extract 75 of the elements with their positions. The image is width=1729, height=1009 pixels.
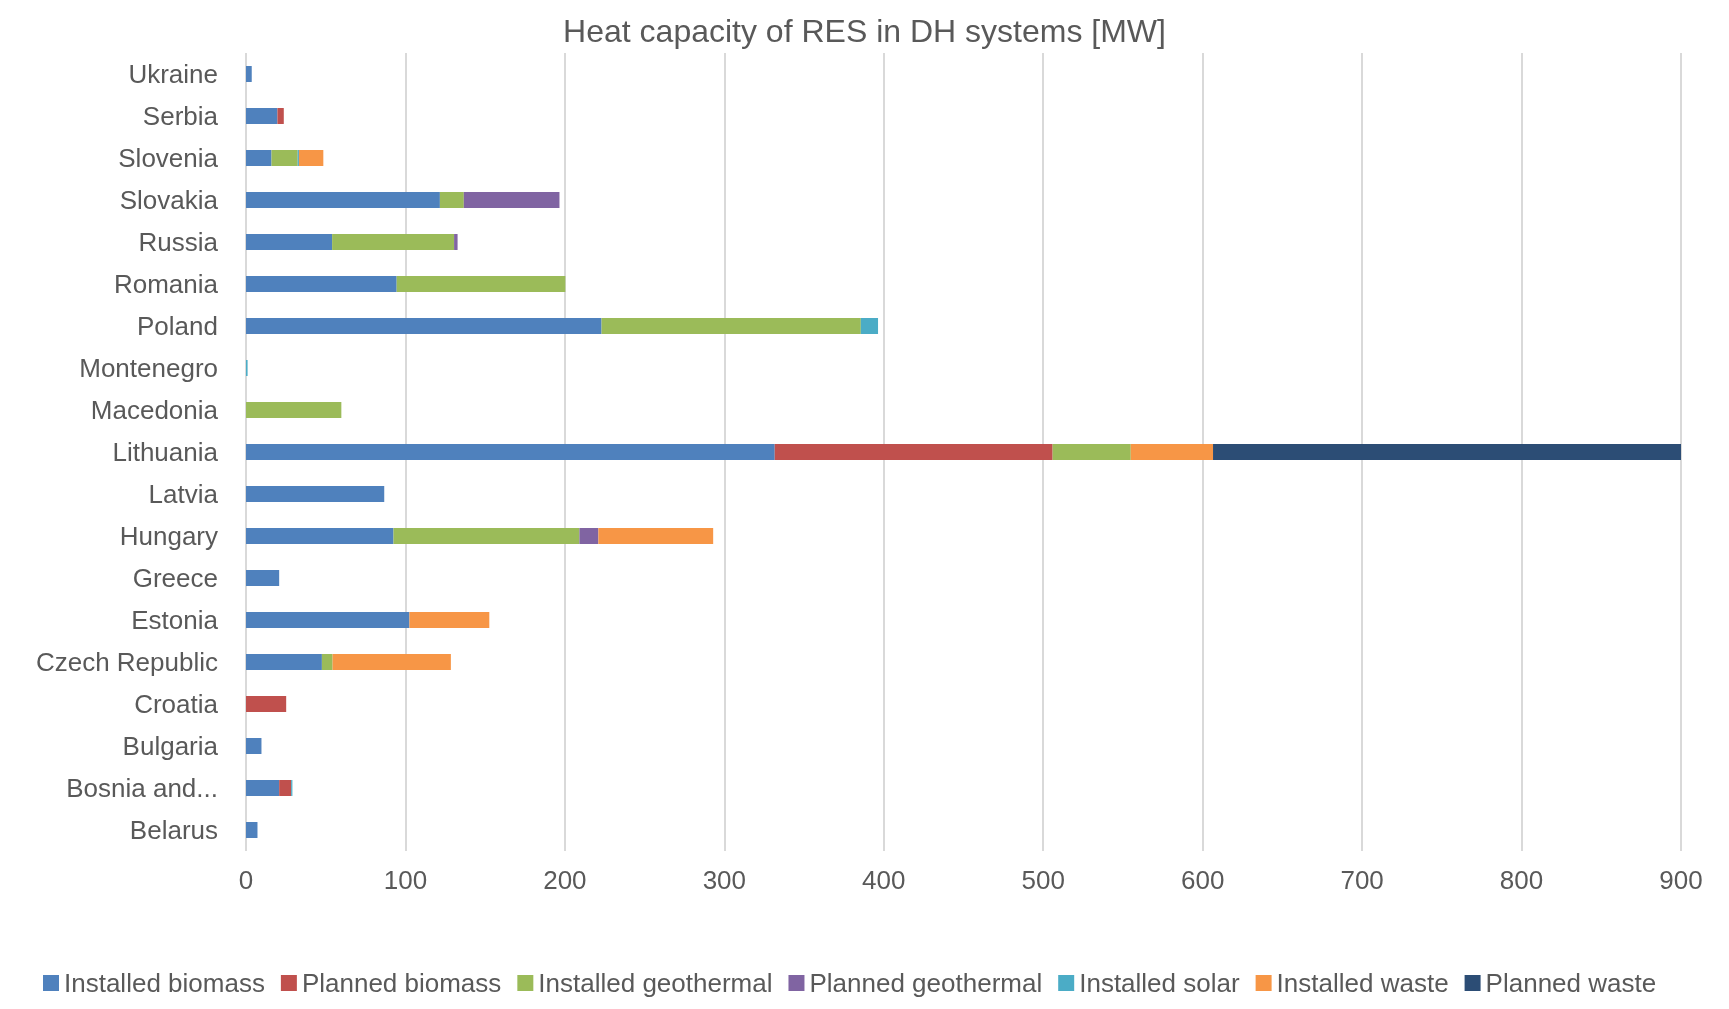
legend-label: Installed geothermal <box>538 968 773 998</box>
bar <box>246 780 280 796</box>
bar <box>598 528 714 544</box>
x-tick-label: 400 <box>862 865 906 895</box>
bar <box>246 444 775 460</box>
bar <box>246 402 342 418</box>
bar <box>246 612 410 628</box>
bar <box>246 696 287 712</box>
y-tick-label: Montenegro <box>79 353 218 383</box>
x-tick-label: 900 <box>1659 865 1703 895</box>
y-tick-label: Estonia <box>131 605 219 635</box>
y-tick-label: Romania <box>113 269 219 299</box>
x-tick-label: 200 <box>543 865 587 895</box>
bar <box>246 528 394 544</box>
y-tick-label: Czech Republic <box>35 647 218 677</box>
legend-label: Installed solar <box>1079 968 1240 998</box>
y-tick-label: Ukraine <box>128 59 218 89</box>
y-tick-label: Greece <box>132 563 218 593</box>
y-tick-label: Slovakia <box>119 185 219 215</box>
legend-label: Installed biomass <box>64 968 265 998</box>
chart-title: Heat capacity of RES in DH systems [MW] <box>563 13 1166 49</box>
bar <box>246 318 602 334</box>
y-tick-label: Slovenia <box>118 143 219 173</box>
y-tick-label: Macedonia <box>90 395 219 425</box>
y-tick-label: Bulgaria <box>122 731 219 761</box>
legend-label: Planned geothermal <box>809 968 1043 998</box>
bar <box>463 192 560 208</box>
bar <box>601 318 861 334</box>
y-tick-label: Serbia <box>142 101 219 131</box>
bar <box>246 108 278 124</box>
bar <box>246 150 272 166</box>
y-tick-label: Hungary <box>119 521 218 551</box>
bar <box>246 738 262 754</box>
bar <box>246 66 252 82</box>
bar <box>246 570 280 586</box>
bar <box>1130 444 1214 460</box>
y-tick-label: Bosnia and... <box>66 773 218 803</box>
legend-label: Planned waste <box>1485 968 1657 998</box>
x-tick-label: 700 <box>1340 865 1384 895</box>
x-tick-label: 0 <box>238 865 254 895</box>
bar <box>279 780 292 796</box>
x-tick-label: 800 <box>1499 865 1544 895</box>
bar <box>271 150 298 166</box>
bar <box>246 486 385 502</box>
y-tick-label: Lithuania <box>112 437 219 467</box>
bar <box>774 444 1053 460</box>
bar <box>579 528 599 544</box>
bar <box>1052 444 1131 460</box>
bar <box>393 528 580 544</box>
legend-label: Planned biomass <box>301 968 502 998</box>
bar <box>246 192 440 208</box>
y-tick-label: Belarus <box>129 815 218 845</box>
bar <box>246 276 397 292</box>
bar <box>860 318 879 334</box>
bar <box>409 612 490 628</box>
legend-label: Installed waste <box>1276 968 1449 998</box>
bar <box>332 654 451 670</box>
y-tick-label: Croatia <box>134 689 219 719</box>
bar <box>454 234 458 250</box>
y-tick-label: Russia <box>138 227 219 257</box>
bar <box>246 654 322 670</box>
y-tick-label: Poland <box>137 311 218 341</box>
x-tick-label: 500 <box>1021 865 1065 895</box>
x-tick-label: 300 <box>702 865 747 895</box>
bar <box>396 276 566 292</box>
bar <box>277 108 284 124</box>
x-tick-label: 600 <box>1180 865 1225 895</box>
x-tick-label: 100 <box>383 865 428 895</box>
bar <box>246 234 333 250</box>
bar <box>321 654 333 670</box>
bar <box>439 192 464 208</box>
y-tick-label: Latvia <box>148 479 219 509</box>
bar <box>246 822 258 838</box>
bar <box>332 234 455 250</box>
bar <box>298 150 324 166</box>
